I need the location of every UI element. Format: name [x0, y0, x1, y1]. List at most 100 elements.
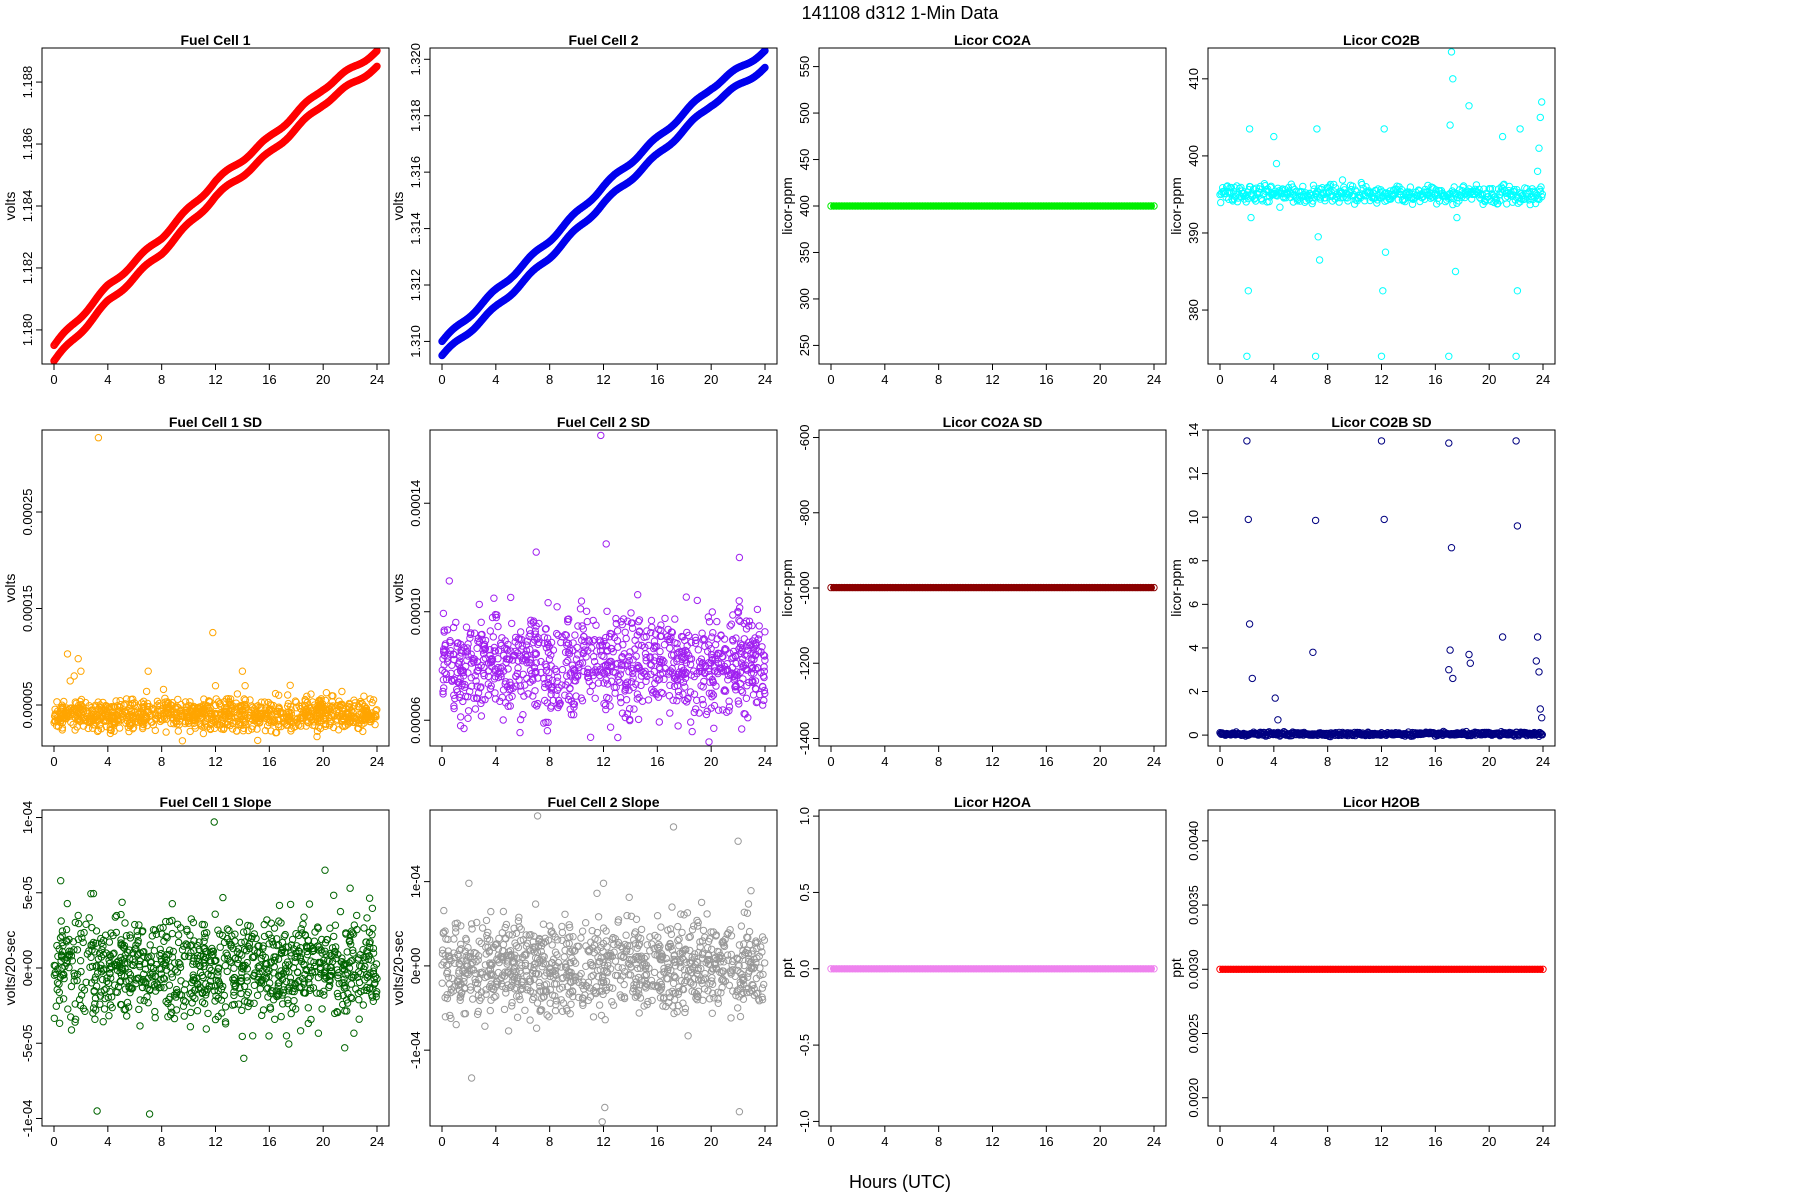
data-point	[673, 639, 681, 648]
data-point	[564, 657, 572, 665]
data-point	[184, 717, 193, 725]
data-point	[144, 667, 152, 675]
data-point	[178, 737, 187, 745]
data-point	[1244, 287, 1253, 295]
data-point	[635, 616, 644, 624]
data-point	[606, 723, 615, 731]
data-point	[183, 712, 192, 720]
data-point	[451, 694, 459, 703]
data-point	[537, 668, 545, 677]
data-point	[284, 691, 292, 699]
data-point	[1338, 176, 1347, 184]
data-point	[83, 712, 92, 721]
data-point	[199, 729, 208, 738]
data-point	[440, 651, 449, 660]
data-point	[120, 707, 129, 716]
data-point	[143, 721, 151, 730]
y-tick-label: 450	[797, 149, 812, 171]
data-point	[642, 633, 650, 641]
data-point	[354, 724, 362, 732]
data-point	[704, 613, 712, 621]
data-point	[600, 700, 608, 708]
data-point	[517, 687, 525, 695]
data-point	[754, 635, 763, 643]
data-point	[261, 726, 270, 735]
y-tick-label: 550	[797, 56, 812, 78]
x-tick-label: 0	[1216, 372, 1223, 387]
data-point	[688, 727, 696, 736]
data-point	[589, 616, 597, 625]
data-point	[518, 657, 527, 665]
data-point	[554, 703, 562, 712]
data-point	[635, 663, 643, 671]
data-point	[718, 666, 726, 675]
data-point	[204, 702, 212, 710]
data-point	[174, 727, 183, 735]
data-point	[70, 672, 78, 680]
data-point	[481, 636, 490, 645]
data-point	[725, 697, 733, 705]
data-point	[1449, 200, 1457, 209]
data-point	[221, 705, 230, 714]
data-point	[448, 661, 456, 669]
data-point	[484, 667, 492, 675]
data-point	[643, 672, 651, 681]
data-point	[494, 663, 502, 672]
data-point	[445, 577, 453, 585]
data-point	[473, 644, 481, 652]
data-point	[1321, 197, 1329, 205]
data-point	[561, 648, 570, 656]
data-point	[486, 627, 494, 635]
data-point	[599, 669, 607, 677]
data-point	[1491, 193, 1499, 201]
data-point	[232, 699, 240, 707]
data-point	[594, 679, 603, 687]
data-point	[745, 622, 753, 630]
data-point	[692, 636, 700, 645]
data-point	[439, 690, 447, 698]
data-point	[327, 703, 336, 711]
y-tick-label: 400	[797, 195, 812, 217]
data-point	[244, 726, 253, 735]
data-point	[713, 617, 721, 626]
data-point	[681, 646, 689, 655]
data-point	[282, 721, 291, 729]
data-point	[502, 655, 510, 663]
data-point	[575, 663, 583, 672]
data-point	[140, 697, 148, 705]
data-point	[151, 726, 160, 735]
x-tick-label: 8	[158, 754, 165, 769]
data-point	[593, 668, 602, 676]
data-point	[94, 434, 103, 442]
data-point	[197, 721, 205, 729]
data-point	[138, 720, 147, 728]
data-point	[517, 628, 525, 636]
data-point	[295, 702, 303, 710]
data-point	[463, 647, 472, 656]
data-point	[329, 702, 337, 710]
data-point	[206, 710, 215, 718]
data-point	[454, 639, 462, 647]
data-point	[570, 711, 578, 719]
data-point	[477, 712, 486, 720]
data-point	[477, 618, 485, 626]
data-point	[708, 693, 716, 701]
data-point	[511, 647, 519, 656]
data-point	[726, 622, 734, 630]
data-point	[761, 48, 769, 55]
data-point	[709, 629, 717, 637]
data-point	[84, 724, 92, 733]
data-point	[656, 632, 665, 641]
data-point	[604, 667, 612, 675]
data-point	[524, 651, 532, 659]
data-point	[686, 660, 695, 669]
x-tick-label: 0	[827, 372, 834, 387]
data-point	[690, 708, 698, 717]
data-point	[332, 707, 341, 716]
x-tick-label: 8	[158, 372, 165, 387]
data-point	[473, 694, 482, 703]
data-point	[727, 620, 736, 628]
data-point	[508, 619, 516, 628]
